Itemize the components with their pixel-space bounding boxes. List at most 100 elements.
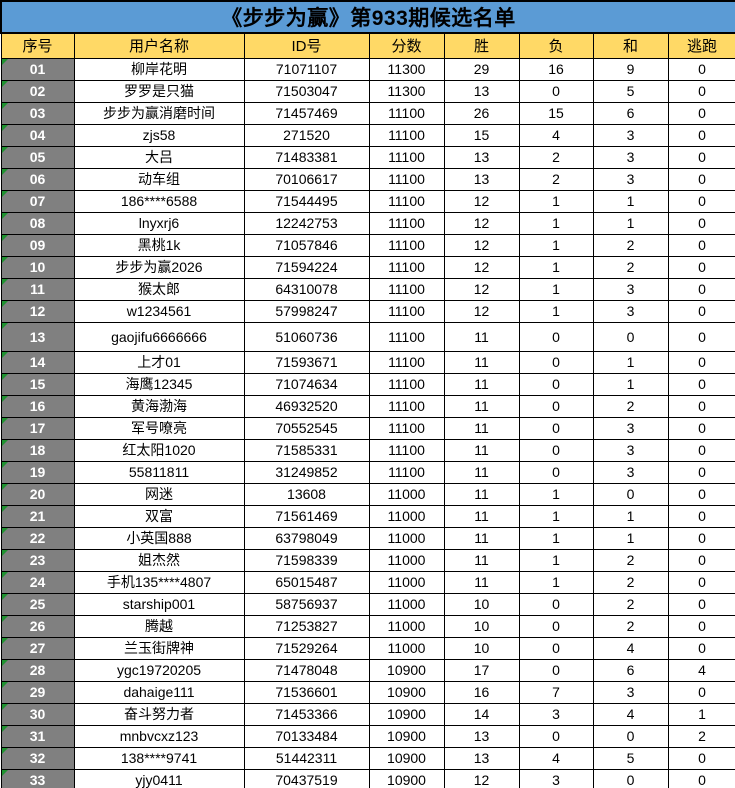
id-cell[interactable]: 271520 xyxy=(243,123,370,147)
win-cell[interactable]: 12 xyxy=(443,255,520,279)
username-cell[interactable]: 猴太郎 xyxy=(73,277,245,301)
username-cell[interactable]: 大吕 xyxy=(73,145,245,169)
score-cell[interactable]: 11000 xyxy=(368,526,445,550)
score-cell[interactable]: 11100 xyxy=(368,145,445,169)
escape-cell[interactable]: 0 xyxy=(667,145,735,169)
draw-cell[interactable]: 1 xyxy=(592,350,669,374)
win-cell[interactable]: 12 xyxy=(443,299,520,323)
draw-cell[interactable]: 6 xyxy=(592,101,669,125)
win-cell[interactable]: 12 xyxy=(443,189,520,213)
draw-cell[interactable]: 3 xyxy=(592,680,669,704)
win-cell[interactable]: 29 xyxy=(443,57,520,81)
draw-cell[interactable]: 6 xyxy=(592,658,669,682)
id-cell[interactable]: 71594224 xyxy=(243,255,370,279)
loss-cell[interactable]: 3 xyxy=(518,768,594,788)
score-cell[interactable]: 11000 xyxy=(368,636,445,660)
score-cell[interactable]: 11000 xyxy=(368,570,445,594)
username-cell[interactable]: 柳岸花明 xyxy=(73,57,245,81)
win-cell[interactable]: 11 xyxy=(443,394,520,418)
win-cell[interactable]: 11 xyxy=(443,460,520,484)
id-cell[interactable]: 71593671 xyxy=(243,350,370,374)
serial-cell[interactable]: 12 xyxy=(0,299,75,323)
score-cell[interactable]: 11100 xyxy=(368,277,445,301)
draw-cell[interactable]: 2 xyxy=(592,570,669,594)
win-cell[interactable]: 17 xyxy=(443,658,520,682)
loss-cell[interactable]: 1 xyxy=(518,277,594,301)
win-cell[interactable]: 13 xyxy=(443,746,520,770)
loss-cell[interactable]: 1 xyxy=(518,548,594,572)
win-cell[interactable]: 13 xyxy=(443,167,520,191)
escape-cell[interactable]: 0 xyxy=(667,614,735,638)
score-cell[interactable]: 11000 xyxy=(368,614,445,638)
loss-cell[interactable]: 2 xyxy=(518,167,594,191)
serial-cell[interactable]: 14 xyxy=(0,350,75,374)
serial-cell[interactable]: 10 xyxy=(0,255,75,279)
id-cell[interactable]: 12242753 xyxy=(243,211,370,235)
serial-cell[interactable]: 03 xyxy=(0,101,75,125)
draw-cell[interactable]: 1 xyxy=(592,526,669,550)
id-cell[interactable]: 71071107 xyxy=(243,57,370,81)
id-cell[interactable]: 71057846 xyxy=(243,233,370,257)
escape-cell[interactable]: 0 xyxy=(667,372,735,396)
score-cell[interactable]: 11100 xyxy=(368,101,445,125)
draw-cell[interactable]: 1 xyxy=(592,189,669,213)
loss-cell[interactable]: 1 xyxy=(518,504,594,528)
serial-cell[interactable]: 01 xyxy=(0,57,75,81)
id-cell[interactable]: 71253827 xyxy=(243,614,370,638)
id-cell[interactable]: 31249852 xyxy=(243,460,370,484)
win-cell[interactable]: 26 xyxy=(443,101,520,125)
serial-cell[interactable]: 22 xyxy=(0,526,75,550)
score-cell[interactable]: 11000 xyxy=(368,482,445,506)
escape-cell[interactable]: 0 xyxy=(667,167,735,191)
escape-cell[interactable]: 0 xyxy=(667,321,735,352)
escape-cell[interactable]: 0 xyxy=(667,299,735,323)
loss-cell[interactable]: 1 xyxy=(518,255,594,279)
id-cell[interactable]: 64310078 xyxy=(243,277,370,301)
win-cell[interactable]: 12 xyxy=(443,211,520,235)
escape-cell[interactable]: 0 xyxy=(667,768,735,788)
escape-cell[interactable]: 0 xyxy=(667,123,735,147)
id-cell[interactable]: 58756937 xyxy=(243,592,370,616)
serial-cell[interactable]: 33 xyxy=(0,768,75,788)
id-cell[interactable]: 70552545 xyxy=(243,416,370,440)
id-cell[interactable]: 65015487 xyxy=(243,570,370,594)
draw-cell[interactable]: 2 xyxy=(592,592,669,616)
score-cell[interactable]: 10900 xyxy=(368,768,445,788)
loss-cell[interactable]: 0 xyxy=(518,321,594,352)
draw-cell[interactable]: 9 xyxy=(592,57,669,81)
loss-cell[interactable]: 0 xyxy=(518,416,594,440)
score-cell[interactable]: 11000 xyxy=(368,548,445,572)
username-cell[interactable]: 腾越 xyxy=(73,614,245,638)
id-cell[interactable]: 70437519 xyxy=(243,768,370,788)
loss-cell[interactable]: 16 xyxy=(518,57,594,81)
escape-cell[interactable]: 0 xyxy=(667,592,735,616)
draw-cell[interactable]: 2 xyxy=(592,394,669,418)
username-cell[interactable]: w1234561 xyxy=(73,299,245,323)
loss-cell[interactable]: 0 xyxy=(518,372,594,396)
serial-cell[interactable]: 02 xyxy=(0,79,75,103)
score-cell[interactable]: 11100 xyxy=(368,167,445,191)
id-cell[interactable]: 13608 xyxy=(243,482,370,506)
loss-cell[interactable]: 3 xyxy=(518,702,594,726)
loss-cell[interactable]: 2 xyxy=(518,145,594,169)
escape-cell[interactable]: 0 xyxy=(667,548,735,572)
serial-cell[interactable]: 09 xyxy=(0,233,75,257)
loss-cell[interactable]: 0 xyxy=(518,724,594,748)
draw-cell[interactable]: 1 xyxy=(592,211,669,235)
username-cell[interactable]: 186****6588 xyxy=(73,189,245,213)
score-cell[interactable]: 11100 xyxy=(368,350,445,374)
score-cell[interactable]: 11100 xyxy=(368,233,445,257)
loss-cell[interactable]: 0 xyxy=(518,350,594,374)
win-cell[interactable]: 11 xyxy=(443,372,520,396)
serial-cell[interactable]: 24 xyxy=(0,570,75,594)
username-cell[interactable]: dahaige111 xyxy=(73,680,245,704)
id-cell[interactable]: 71585331 xyxy=(243,438,370,462)
win-cell[interactable]: 13 xyxy=(443,145,520,169)
username-cell[interactable]: 黑桃1k xyxy=(73,233,245,257)
username-cell[interactable]: ygc19720205 xyxy=(73,658,245,682)
escape-cell[interactable]: 0 xyxy=(667,233,735,257)
draw-cell[interactable]: 2 xyxy=(592,548,669,572)
serial-cell[interactable]: 06 xyxy=(0,167,75,191)
draw-cell[interactable]: 4 xyxy=(592,702,669,726)
username-cell[interactable]: 双富 xyxy=(73,504,245,528)
